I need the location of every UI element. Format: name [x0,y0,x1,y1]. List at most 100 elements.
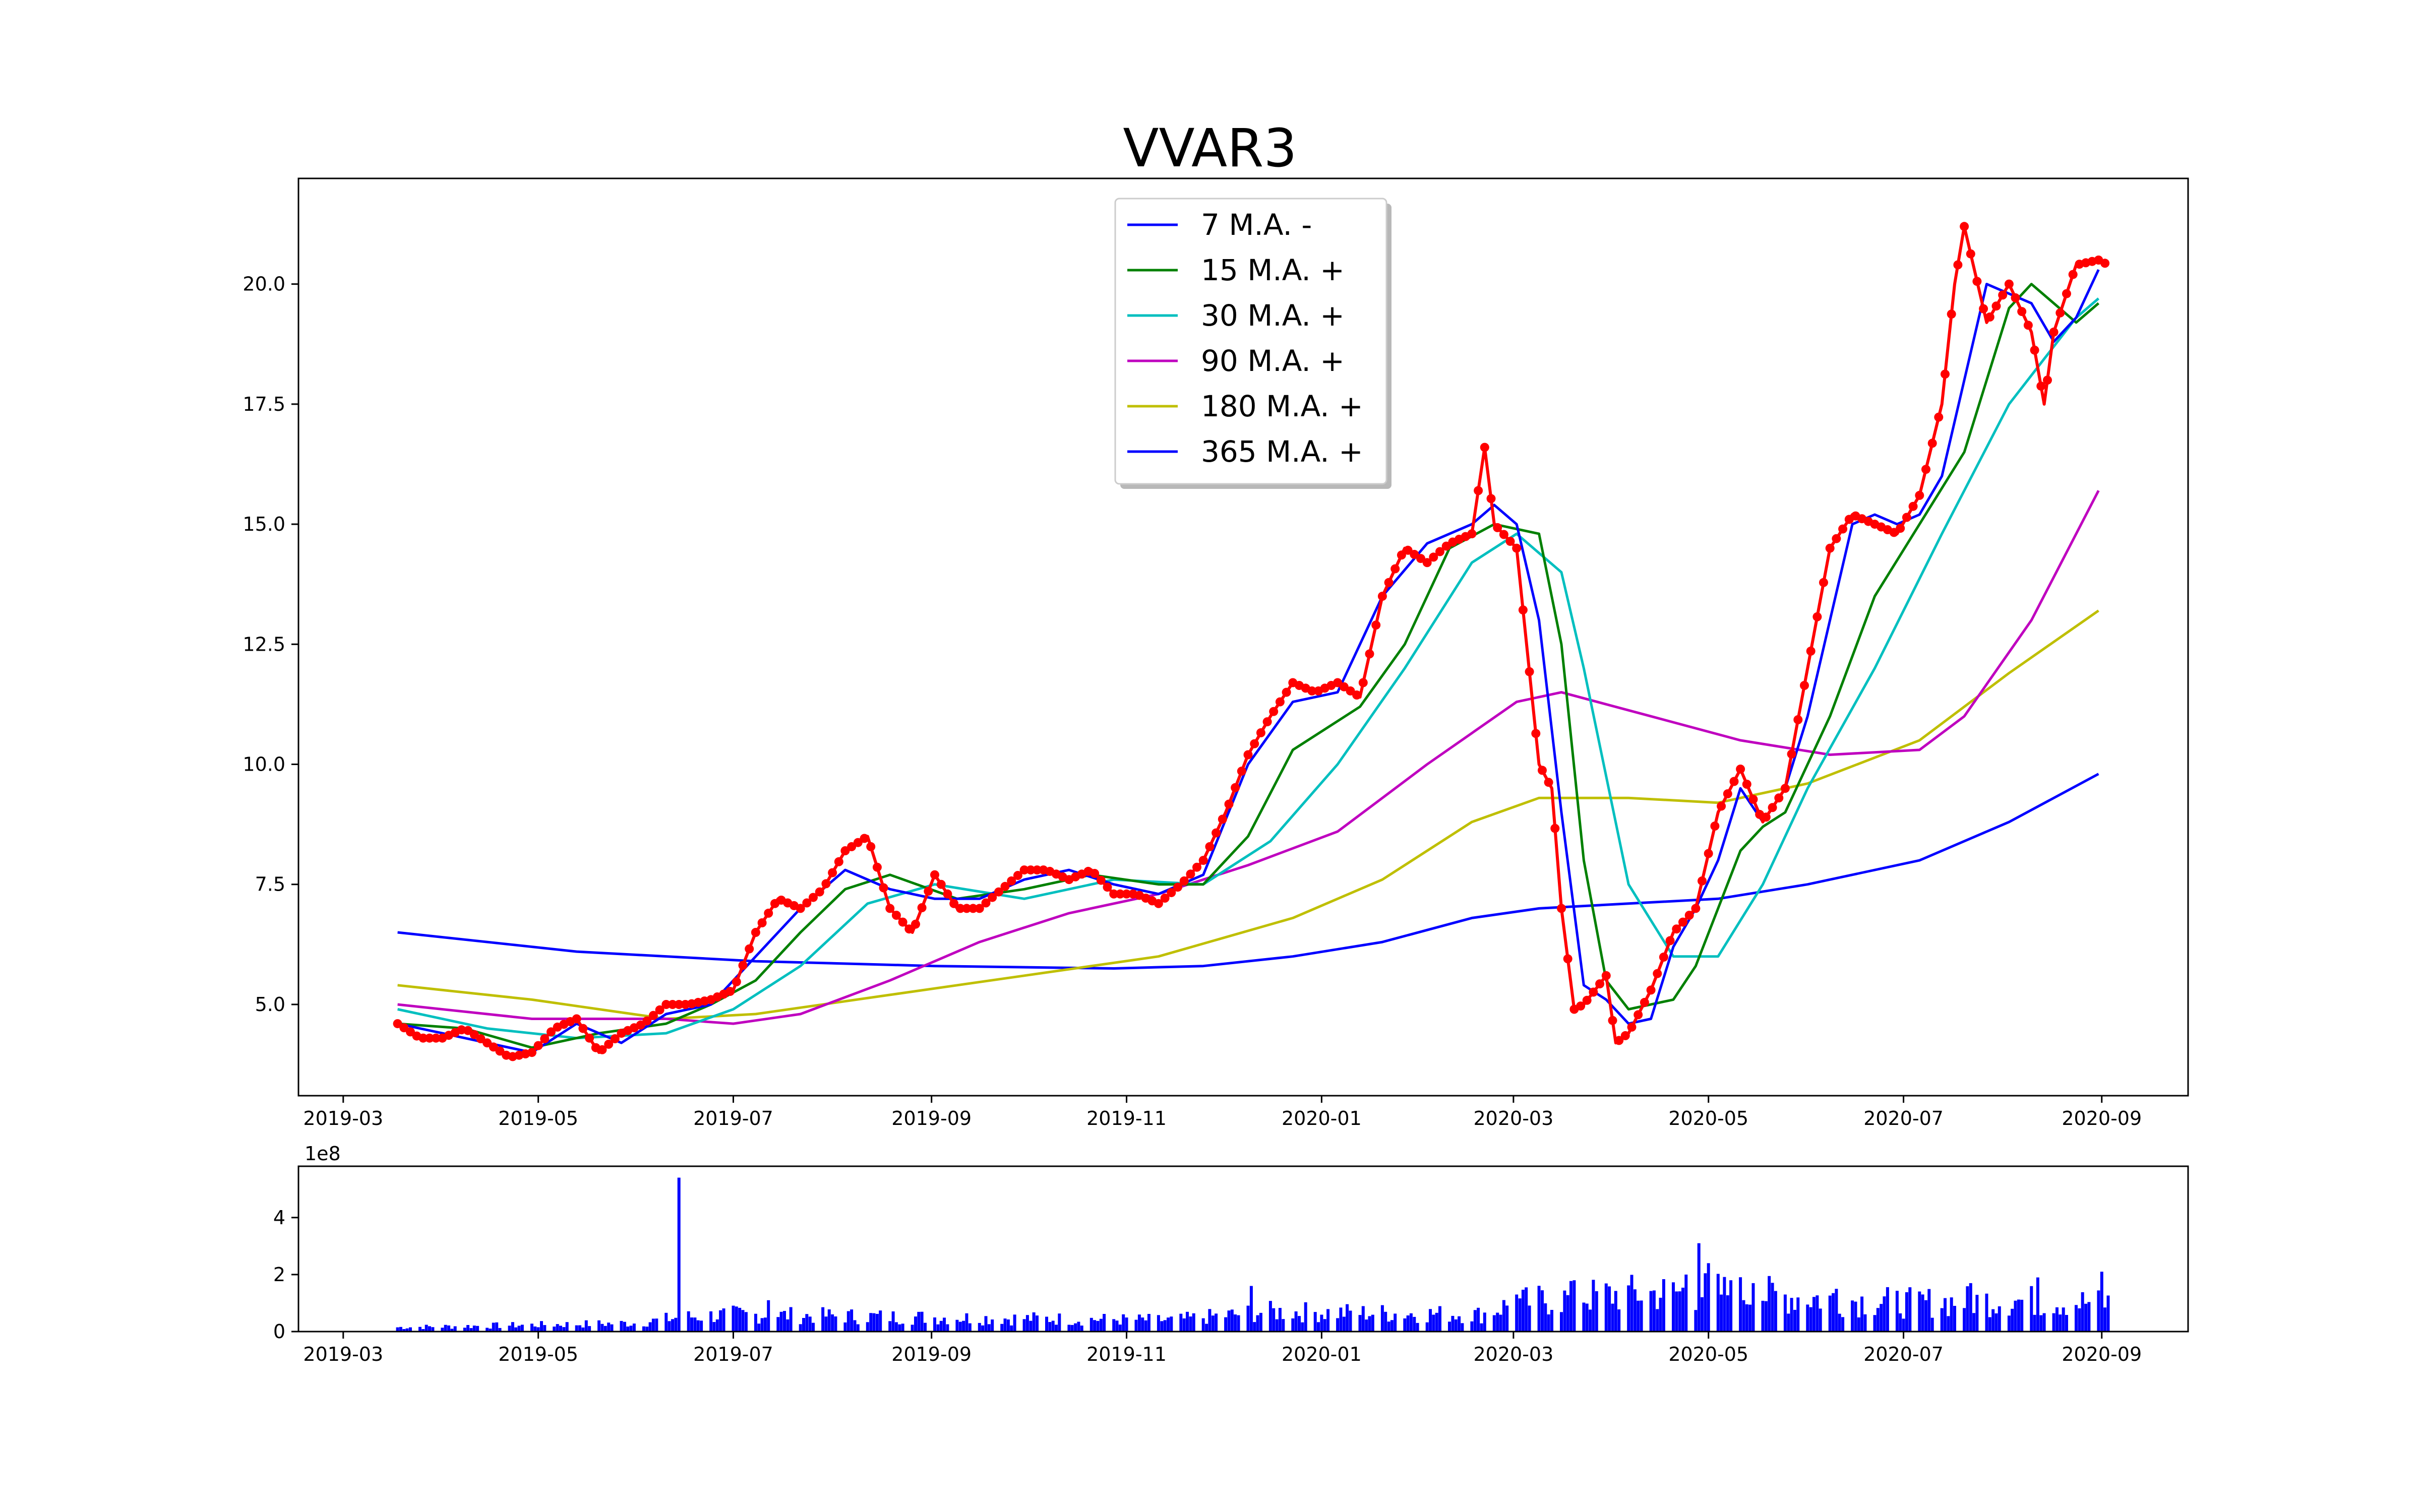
volume-bar [1585,1303,1589,1332]
volume-bar [687,1311,690,1332]
volume-bar [1611,1303,1614,1332]
volume-bar [690,1317,693,1332]
volume-bar [875,1313,879,1332]
legend-label: 365 M.A. + [1201,434,1363,469]
volume-bar [1541,1290,1544,1332]
volume-bar [888,1321,892,1332]
volume-bar [1720,1294,1723,1332]
volume-bar [1167,1317,1170,1332]
price-marker [898,917,908,927]
volume-bar [1160,1321,1164,1332]
volume-bar [1771,1283,1774,1332]
volume-bar [696,1320,700,1332]
volume-bar [1589,1309,1592,1332]
price-marker [1422,558,1432,568]
volume-bar [1966,1286,1969,1332]
price-marker [1780,784,1790,793]
volume-bar [626,1327,630,1332]
volume-bar [981,1325,985,1332]
volume-bar [939,1320,943,1332]
price-marker [1812,612,1822,621]
legend-label: 30 M.A. + [1201,298,1345,333]
price-marker [1704,849,1713,858]
price-marker [1838,524,1848,534]
price-marker [1665,936,1675,946]
volume-bar [1617,1309,1621,1332]
volume-bar [943,1317,946,1332]
volume-bar [1268,1301,1272,1332]
price-marker [1429,552,1438,562]
price-marker [738,961,748,970]
volume-bar [556,1324,559,1332]
volume-bar [1768,1276,1771,1332]
volume-bar [562,1327,566,1332]
volume-bar [1496,1312,1499,1332]
volume-bar [508,1326,511,1332]
volume-bar [1182,1318,1186,1332]
volume-bar [1451,1315,1455,1332]
price-marker [1154,899,1163,908]
volume-bar [1144,1320,1147,1332]
price-marker [1684,911,1694,920]
volume-bar [671,1319,674,1332]
volume-bar [1701,1297,1704,1332]
x-tick-label: 2019-07 [693,1343,773,1365]
price-marker [1729,777,1739,786]
price-marker [1467,529,1477,539]
price-marker [2011,293,2020,302]
price-marker [1748,794,1758,804]
price-marker [1640,997,1649,1007]
price-marker [1090,869,1100,878]
price-marker [2004,279,2014,289]
x-tick-label: 2020-09 [2062,1343,2142,1365]
volume-bar [409,1327,412,1332]
volume-bar [1592,1280,1595,1332]
price-markers [393,222,2110,1061]
volume-bar [1025,1315,1029,1332]
price-marker [1269,707,1279,716]
volume-bar [866,1322,869,1332]
y-tick-label: 5.0 [255,993,285,1016]
volume-bar [444,1325,447,1332]
volume-x-axis: 2019-03 2019-05 2019-07 2019-09 2019-11 2020-… [303,1332,2142,1365]
price-marker [955,904,965,913]
volume-bar [1764,1301,1768,1332]
volume-bar [603,1326,607,1332]
volume-bar [2062,1307,2065,1332]
volume-bar [1729,1280,1733,1332]
main-axes-frame [297,177,2189,1097]
price-marker [1582,995,1592,1005]
volume-bar [405,1328,409,1332]
volume-bar [514,1327,518,1332]
volume-bar [1477,1307,1480,1332]
price-marker [1736,765,1745,774]
volume-bar [744,1312,748,1332]
price-marker [1275,697,1285,707]
price-marker [2062,289,2071,298]
volume-bar [664,1312,668,1332]
price-marker [1627,1022,1637,1032]
x-tick-label: 2019-05 [498,1107,578,1129]
price-marker [1998,290,2008,300]
series-line-2 [397,297,2100,1040]
volume-bar [1339,1307,1343,1332]
volume-bar [1403,1318,1407,1332]
volume-bar [520,1325,524,1332]
volume-bar [1022,1319,1026,1332]
volume-bar [1537,1286,1541,1332]
volume-bar [540,1321,543,1332]
volume-bar [1930,1317,1934,1332]
volume-bar [1678,1291,1681,1332]
volume-bar [1707,1263,1710,1332]
volume-bar [1918,1291,1921,1332]
volume-bar [1249,1286,1253,1332]
volume-bar [917,1311,921,1332]
x-tick-label: 2019-11 [1086,1343,1167,1365]
price-marker [1231,783,1240,792]
volume-bar [2052,1313,2055,1332]
volume-bar [1416,1322,1419,1332]
volume-bar [763,1317,767,1332]
volume-bar [2065,1315,2068,1332]
volume-bar [1742,1300,1745,1332]
